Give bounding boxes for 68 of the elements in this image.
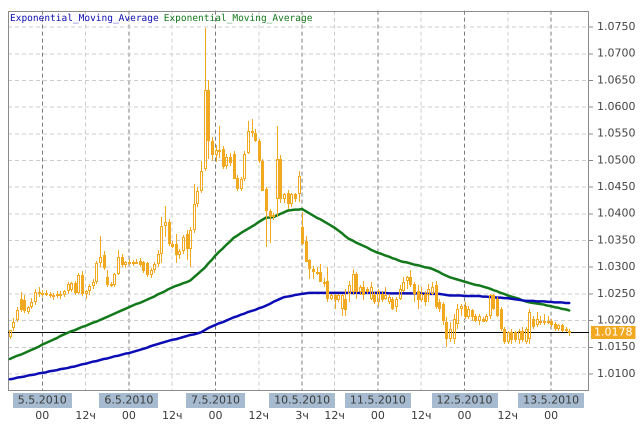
candlestick [189, 226, 192, 268]
candlestick [117, 250, 120, 276]
x-tick-label: 12.5.2010 00 [436, 394, 492, 422]
candlestick [536, 312, 539, 328]
candlestick [193, 184, 196, 234]
candlestick [557, 324, 560, 332]
x-tick-label: 11.5.2010 00 [350, 394, 406, 422]
candlestick [290, 192, 293, 208]
candlestick [16, 306, 19, 322]
candlestick [70, 282, 73, 292]
candlestick [370, 282, 373, 300]
y-tick-label: 1.0650 [597, 73, 636, 86]
candlestick [543, 314, 546, 326]
candlestick [56, 290, 59, 298]
candlestick [377, 288, 380, 306]
y-tick-label: 1.0600 [597, 100, 636, 114]
candlestick [99, 236, 102, 268]
y-tick-label: 1.0400 [597, 206, 636, 220]
y-tick-label: 1.0700 [597, 46, 636, 60]
y-tick-label: 1.0750 [597, 20, 636, 33]
x-tick-label: 12ч [162, 408, 182, 422]
candlestick [52, 292, 55, 300]
y-tick-label: 1.0100 [597, 366, 636, 380]
x-tick-label: 5.5.2010 00 [18, 394, 67, 422]
candlestick [200, 160, 203, 194]
candlestick [160, 216, 163, 264]
candlestick [113, 272, 116, 288]
candlestick [384, 286, 387, 300]
x-tick-label: 12ч [75, 408, 96, 422]
candlestick [88, 284, 91, 296]
candlestick [298, 170, 301, 202]
candlestick [247, 120, 250, 154]
candlestick [507, 330, 510, 344]
y-tick-label: 1.0550 [597, 126, 636, 140]
candlestick [77, 272, 80, 294]
x-tick-label: 12ч [498, 408, 518, 422]
candlestick [41, 290, 44, 298]
candlestick [204, 28, 207, 172]
candlestick [67, 282, 70, 294]
y-tick-label: 1.0350 [597, 233, 636, 246]
candlestick [485, 314, 488, 322]
x-tick-label: 12ч [324, 408, 345, 422]
candlestick [460, 304, 463, 316]
candlestick [467, 306, 470, 320]
candlestick [528, 308, 531, 344]
candlestick [63, 290, 66, 298]
y-tick-label: 1.0200 [597, 313, 636, 326]
candlestick [427, 284, 430, 302]
candlestick [276, 126, 279, 218]
text: Exponential_Moving_Average [10, 12, 159, 24]
x-tick-label: 13.5.2010 00 [523, 394, 580, 422]
ref-line-label: 1.0178 [594, 325, 632, 338]
x-tick-label: 12ч [248, 408, 270, 422]
candlestick [478, 314, 481, 326]
y-tick-label: 1.0450 [597, 180, 636, 194]
candlestick [489, 294, 492, 320]
y-tick-label: 1.0150 [597, 340, 636, 354]
candlestick [34, 288, 37, 306]
text: Exponential_Moving_Average [164, 12, 312, 24]
y-tick-label: 1.0500 [597, 153, 636, 166]
x-tick-label: 12ч [410, 408, 432, 422]
x-tick-label: 6.5.2010 00 [104, 394, 154, 422]
candlestick [132, 260, 135, 266]
candlestick [395, 296, 398, 312]
x-tick-label: 7.5.2010 00 [191, 394, 240, 422]
y-tick-label: 1.0300 [597, 260, 636, 274]
candlestick [518, 328, 521, 344]
y-tick-label: 1.0250 [597, 286, 636, 300]
